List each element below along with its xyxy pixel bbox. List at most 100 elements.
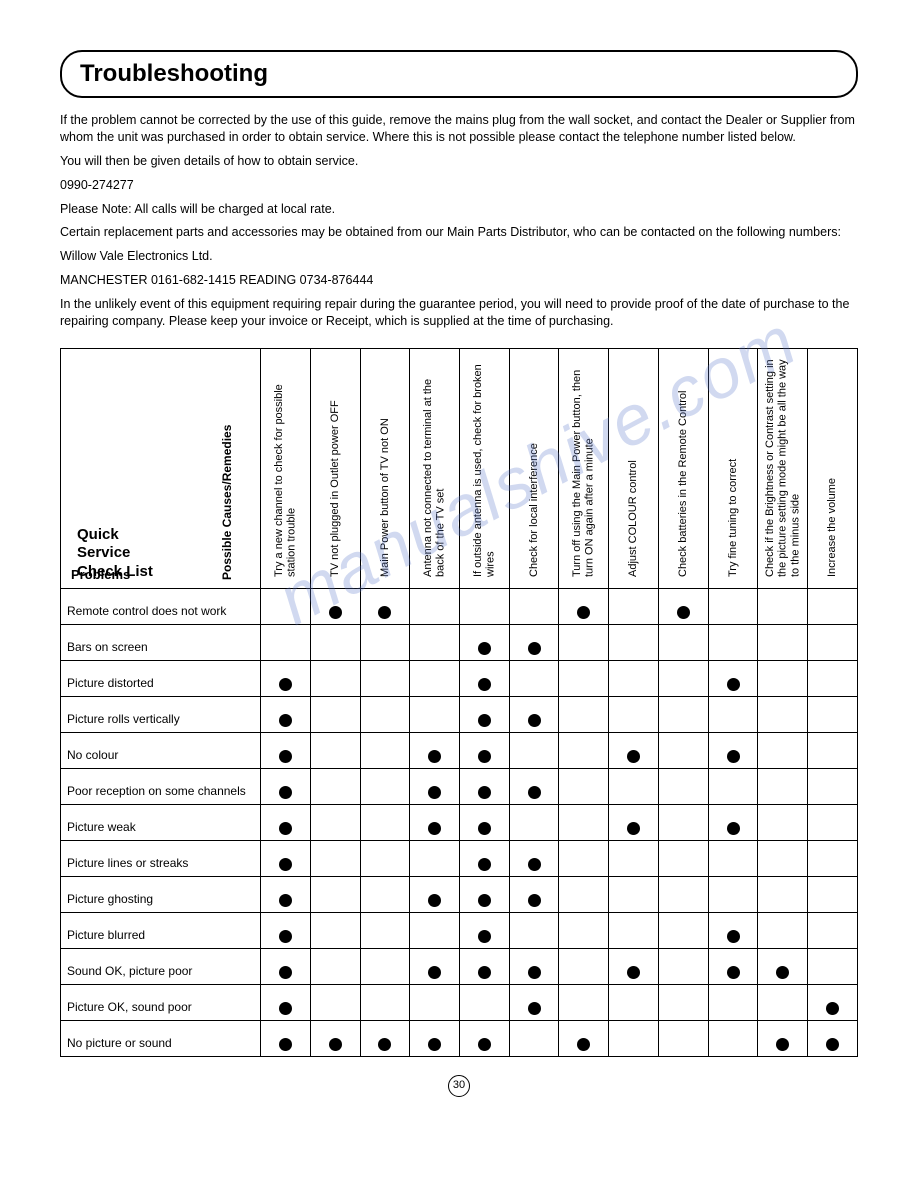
cell <box>459 660 509 696</box>
cell <box>808 840 858 876</box>
dot-icon <box>776 966 789 979</box>
cell <box>261 912 311 948</box>
intro-p5: Willow Vale Electronics Ltd. <box>60 248 858 265</box>
table-row: Picture distorted <box>61 660 858 696</box>
dot-icon <box>528 858 541 871</box>
intro-text: If the problem cannot be corrected by th… <box>60 112 858 330</box>
page-title: Troubleshooting <box>80 60 838 88</box>
cell <box>758 696 808 732</box>
dot-icon <box>279 930 292 943</box>
dot-icon <box>478 894 491 907</box>
cell <box>758 948 808 984</box>
row-label: Picture rolls vertically <box>61 696 261 732</box>
cell <box>310 876 360 912</box>
page-number-wrap: 30 <box>60 1075 858 1097</box>
col-header: Increase the volume <box>808 348 858 588</box>
table-row: No colour <box>61 732 858 768</box>
dot-icon <box>329 1038 342 1051</box>
cell <box>758 1020 808 1056</box>
table-row: Picture lines or streaks <box>61 840 858 876</box>
dot-icon <box>279 858 292 871</box>
col-header: Try fine tuning to correct <box>708 348 758 588</box>
cell <box>310 588 360 624</box>
table-row: Picture weak <box>61 804 858 840</box>
cell <box>459 840 509 876</box>
cell <box>459 876 509 912</box>
dot-icon <box>478 858 491 871</box>
col-header: Antenna not connected to terminal at the… <box>410 348 460 588</box>
dot-icon <box>279 1002 292 1015</box>
cell <box>459 732 509 768</box>
cell <box>360 804 410 840</box>
cell <box>410 804 460 840</box>
cell <box>310 660 360 696</box>
dot-icon <box>627 822 640 835</box>
cell <box>658 912 708 948</box>
cell <box>360 948 410 984</box>
cell <box>310 1020 360 1056</box>
dot-icon <box>428 822 441 835</box>
corner-title-2: Service <box>77 544 130 561</box>
cell <box>609 912 659 948</box>
dot-icon <box>279 714 292 727</box>
cell <box>808 768 858 804</box>
cell <box>509 696 559 732</box>
corner-problems-label: Problems <box>71 567 130 582</box>
cell <box>459 1020 509 1056</box>
cell <box>708 624 758 660</box>
cell <box>261 624 311 660</box>
cell <box>609 1020 659 1056</box>
cell <box>708 1020 758 1056</box>
cell <box>808 1020 858 1056</box>
table-row: Bars on screen <box>61 624 858 660</box>
dot-icon <box>478 642 491 655</box>
dot-icon <box>478 930 491 943</box>
cell <box>360 660 410 696</box>
cell <box>758 624 808 660</box>
table-row: Picture ghosting <box>61 876 858 912</box>
cell <box>360 876 410 912</box>
intro-p7: In the unlikely event of this equipment … <box>60 296 858 330</box>
intro-p4: Certain replacement parts and accessorie… <box>60 224 858 241</box>
cell <box>609 984 659 1020</box>
intro-phone: 0990-274277 <box>60 177 858 194</box>
cell <box>261 984 311 1020</box>
cell <box>410 948 460 984</box>
col-header: If outside antenna is used, check for br… <box>459 348 509 588</box>
dot-icon <box>528 714 541 727</box>
cell <box>509 840 559 876</box>
cell <box>758 912 808 948</box>
row-label: Remote control does not work <box>61 588 261 624</box>
cell <box>658 660 708 696</box>
cell <box>658 984 708 1020</box>
cell <box>808 660 858 696</box>
table-row: Picture rolls vertically <box>61 696 858 732</box>
cell <box>609 696 659 732</box>
cell <box>261 588 311 624</box>
cell <box>310 984 360 1020</box>
dot-icon <box>727 822 740 835</box>
dot-icon <box>428 750 441 763</box>
cell <box>360 696 410 732</box>
cell <box>509 912 559 948</box>
col-label: Adjust COLOUR control <box>625 353 642 583</box>
cell <box>310 840 360 876</box>
cell <box>808 696 858 732</box>
col-label: Check for local interference <box>526 353 543 583</box>
cell <box>559 588 609 624</box>
cell <box>609 876 659 912</box>
dot-icon <box>329 606 342 619</box>
dot-icon <box>826 1038 839 1051</box>
row-label: Picture blurred <box>61 912 261 948</box>
dot-icon <box>528 642 541 655</box>
cell <box>708 876 758 912</box>
cell <box>360 588 410 624</box>
dot-icon <box>279 894 292 907</box>
cell <box>410 660 460 696</box>
cell <box>559 768 609 804</box>
row-label: Picture lines or streaks <box>61 840 261 876</box>
cell <box>708 984 758 1020</box>
cell <box>658 732 708 768</box>
cell <box>559 840 609 876</box>
col-label: Try a new channel to check for possible … <box>271 353 300 583</box>
